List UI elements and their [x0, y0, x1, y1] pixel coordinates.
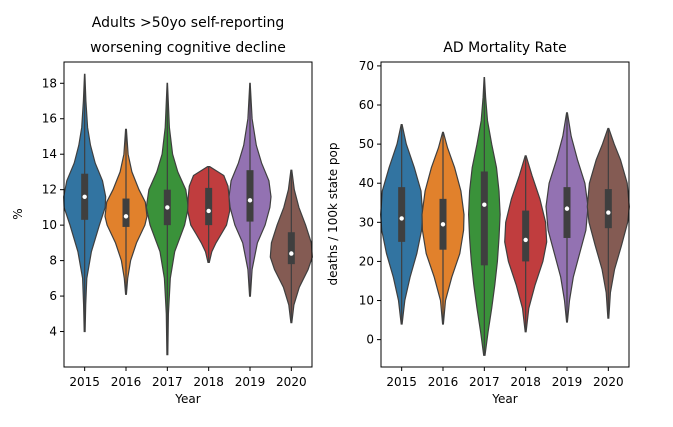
median-dot-2016 [440, 222, 446, 227]
iqr-box-2020 [604, 189, 612, 229]
median-dot-2019 [564, 206, 570, 211]
y-axis-label: deaths / 100k state pop [326, 142, 340, 285]
chart-title: AD Mortality Rate [443, 40, 566, 56]
median-dot-2019 [247, 198, 253, 203]
y-tick-label: 12 [42, 183, 57, 197]
chart-ad-mortality: AD Mortality Rate 0 10 20 30 40 50 60 70 2015 2016… [326, 40, 630, 406]
y-axis-label: % [11, 208, 25, 219]
iqr-box-2018 [522, 210, 530, 262]
iqr-box-2019 [246, 170, 254, 222]
iqr-box-2016 [122, 198, 130, 227]
y-tick-label: 20 [359, 254, 374, 268]
median-dot-2015 [82, 194, 87, 199]
x-tick-label: 2017 [152, 375, 183, 389]
x-tick-label: 2016 [111, 375, 142, 389]
y-tick-label: 8 [49, 254, 57, 268]
x-tick-label: 2018 [193, 375, 224, 389]
median-dot-2018 [523, 237, 528, 243]
plot-frame [380, 61, 630, 368]
median-dot-2018 [206, 208, 211, 214]
y-tick-label: 6 [49, 289, 57, 303]
median-dot-2020 [606, 210, 611, 215]
chart-cognitive-decline: Adults >50yo self-reporting worsening cog… [11, 15, 313, 406]
y-tick-label: 14 [42, 147, 57, 161]
y-tick-label: 30 [359, 215, 374, 229]
iqr-box-2019 [563, 187, 571, 238]
y-tick-label: 10 [359, 294, 374, 308]
median-dot-2015 [399, 216, 404, 221]
x-tick-label: 2020 [593, 375, 624, 389]
x-tick-label: 2020 [276, 375, 307, 389]
y-tick-label: 40 [359, 176, 374, 190]
plot-frame [63, 61, 313, 368]
iqr-box-2015 [398, 187, 406, 242]
x-tick-label: 2018 [510, 375, 541, 389]
x-tick-label: 2017 [469, 375, 500, 389]
median-dot-2016 [123, 214, 129, 219]
median-dot-2020 [289, 251, 294, 256]
y-tick-label: 60 [359, 98, 374, 112]
x-tick-label: 2019 [552, 375, 583, 389]
y-tick-label: 18 [42, 76, 57, 90]
x-tick-label: 2015 [69, 375, 100, 389]
median-dot-2017 [482, 202, 487, 207]
iqr-box-2018 [205, 187, 213, 226]
y-tick-label: 70 [359, 59, 374, 73]
iqr-box-2020 [287, 232, 295, 265]
x-axis-label: Year [491, 392, 517, 406]
y-tick-label: 0 [366, 333, 374, 347]
y-tick-label: 16 [42, 112, 57, 126]
x-tick-label: 2015 [386, 375, 417, 389]
x-axis-label: Year [174, 392, 200, 406]
median-dot-2017 [165, 205, 170, 210]
y-tick-label: 50 [359, 137, 374, 151]
y-tick-label: 4 [49, 325, 57, 339]
iqr-box-2017 [480, 171, 488, 266]
y-tick-label: 10 [42, 218, 57, 232]
x-tick-label: 2019 [235, 375, 266, 389]
chart-title: Adults >50yo self-reporting worsening cog… [90, 15, 286, 56]
x-tick-label: 2016 [428, 375, 459, 389]
